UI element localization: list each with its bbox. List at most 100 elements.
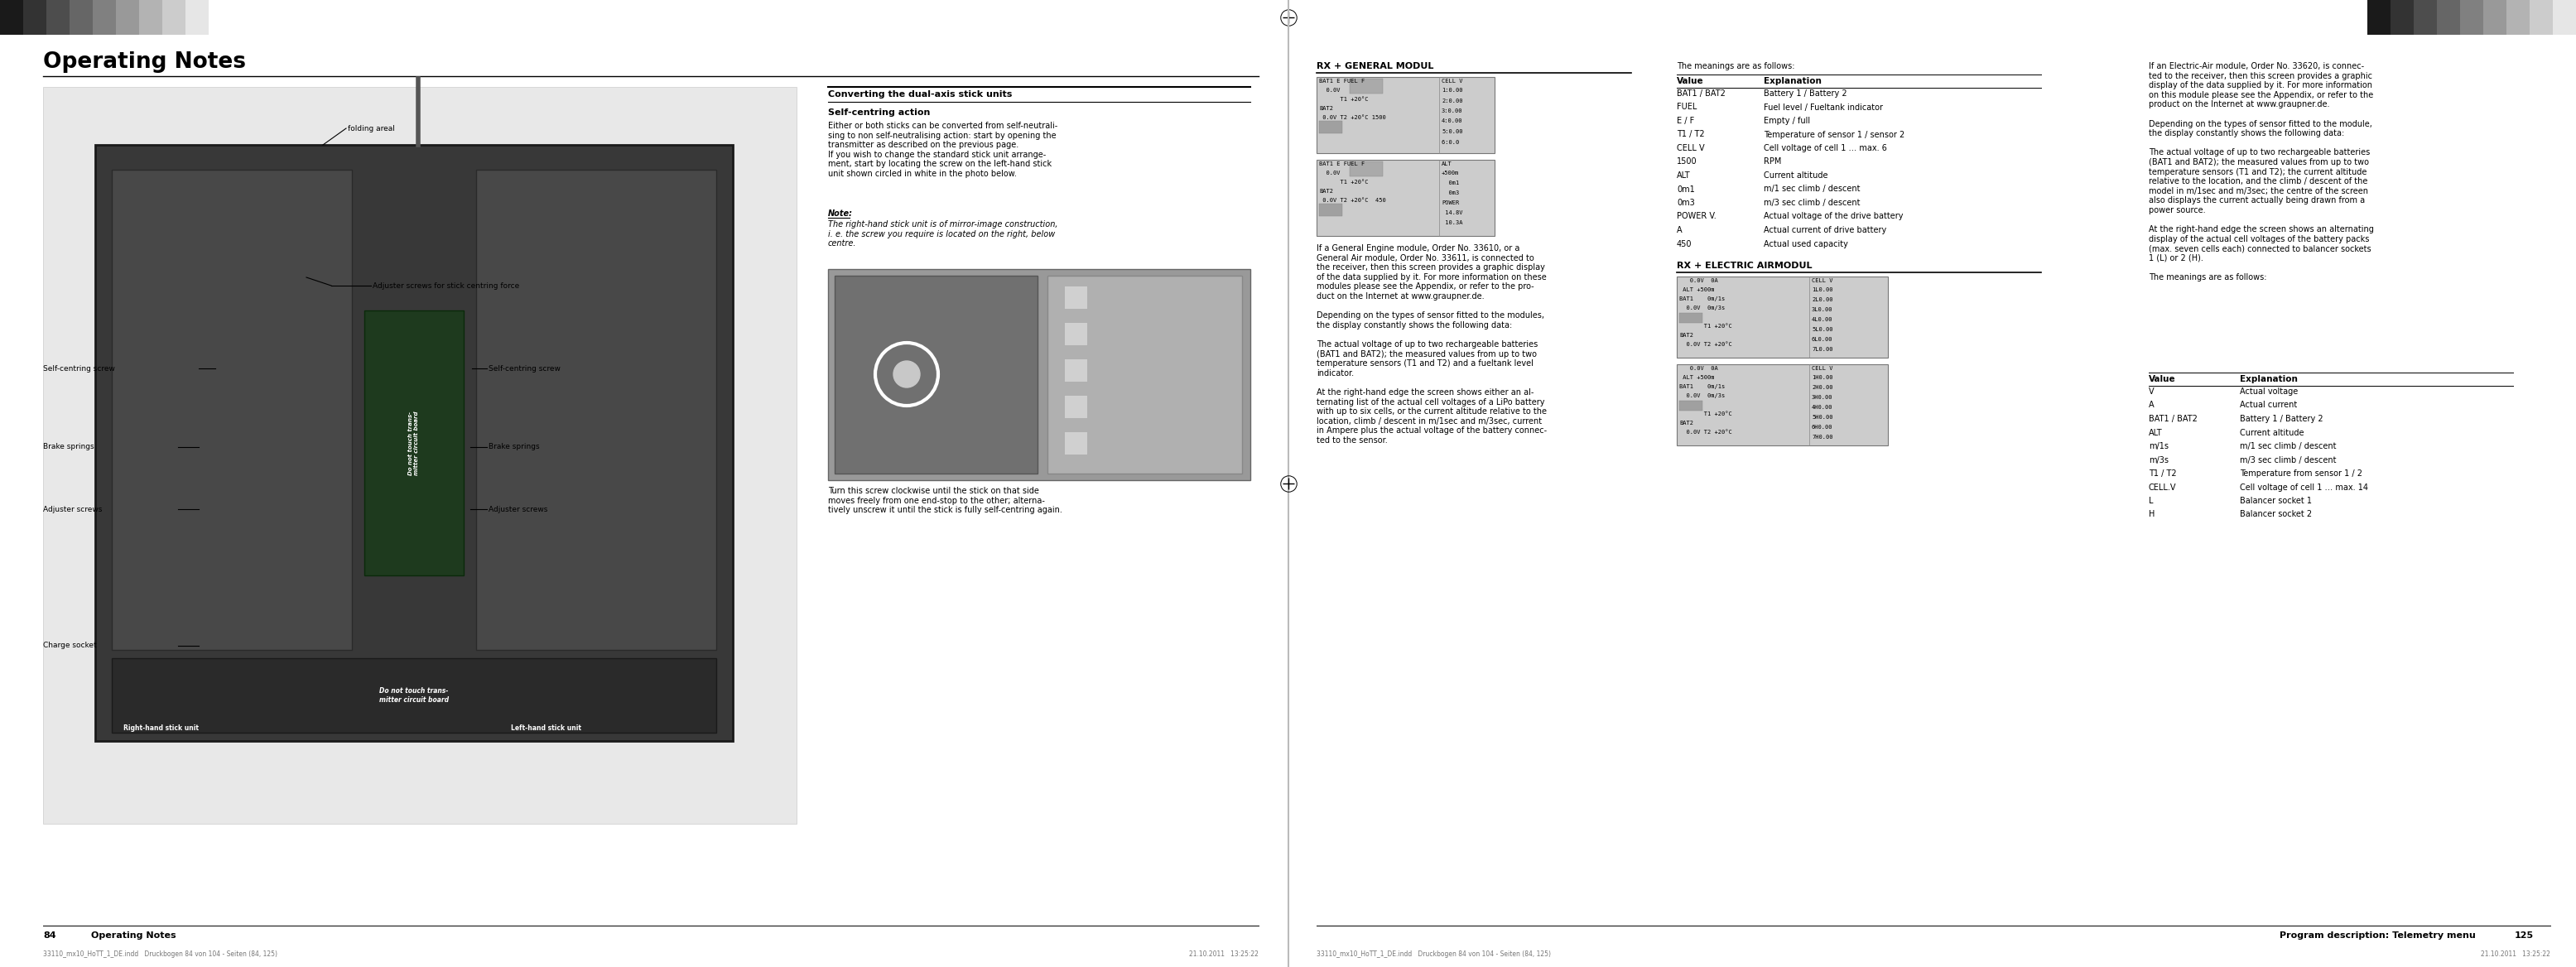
Bar [1064, 285, 1087, 308]
Text: RX + GENERAL MODUL: RX + GENERAL MODUL [1316, 62, 1435, 71]
Text: T1 +20°C: T1 +20°C [1319, 180, 1368, 185]
Text: 84: 84 [44, 931, 57, 940]
Text: 0m3: 0m3 [1677, 198, 1695, 207]
Text: Temperature from sensor 1 / 2: Temperature from sensor 1 / 2 [2239, 469, 2362, 478]
Text: 0.0V T2 +20°C: 0.0V T2 +20°C [1680, 429, 1731, 434]
Bar [111, 659, 716, 733]
Text: Self-centring screw: Self-centring screw [44, 365, 116, 372]
Circle shape [894, 361, 920, 388]
Bar [1350, 78, 1383, 94]
Bar [1048, 276, 1242, 474]
Text: CELL V: CELL V [1811, 366, 1834, 371]
Text: m/1s: m/1s [2148, 442, 2169, 451]
Text: 0m3: 0m3 [1443, 190, 1458, 195]
Bar [162, 0, 185, 35]
Text: Actual current: Actual current [2239, 401, 2298, 409]
Bar [116, 0, 139, 35]
Bar [1677, 277, 1888, 358]
Text: 6:0.0: 6:0.0 [1443, 139, 1463, 144]
Text: E / F: E / F [1677, 117, 1695, 125]
Bar [0, 0, 23, 35]
Text: BAT2: BAT2 [1319, 189, 1334, 193]
Text: POWER V.: POWER V. [1677, 213, 1716, 220]
Text: T1 +20°C: T1 +20°C [1680, 412, 1731, 417]
Text: BAT1 E FUEL F: BAT1 E FUEL F [1319, 78, 1365, 83]
Text: Value: Value [2148, 375, 2177, 383]
Text: CELL V: CELL V [1677, 144, 1705, 153]
Text: BAT1 / BAT2: BAT1 / BAT2 [2148, 415, 2197, 424]
Text: If an Electric-Air module, Order No. 33620, is connec-
ted to the receiver, then: If an Electric-Air module, Order No. 336… [2148, 62, 2375, 281]
Text: 0.0V: 0.0V [1319, 88, 1340, 93]
Text: 2L0.00: 2L0.00 [1811, 297, 1834, 302]
Text: Fuel level / Fueltank indicator: Fuel level / Fueltank indicator [1765, 103, 1883, 111]
Bar [1064, 322, 1087, 345]
Text: BAT1 E FUEL F: BAT1 E FUEL F [1319, 161, 1365, 166]
Text: Actual voltage: Actual voltage [2239, 388, 2298, 396]
Text: Brake springs: Brake springs [489, 443, 538, 451]
Text: 5:0.00: 5:0.00 [1443, 130, 1463, 134]
Text: Self-centring screw: Self-centring screw [489, 365, 562, 372]
Text: BAT2: BAT2 [1319, 106, 1334, 111]
Text: Cell voltage of cell 1 … max. 14: Cell voltage of cell 1 … max. 14 [2239, 484, 2367, 491]
Text: Converting the dual-axis stick units: Converting the dual-axis stick units [827, 90, 1012, 99]
Text: 2H0.00: 2H0.00 [1811, 385, 1834, 390]
Text: 21.10.2011   13:25:22: 21.10.2011 13:25:22 [2481, 951, 2550, 958]
Text: RPM: RPM [1765, 158, 1783, 166]
Text: Do not touch trans-
mitter circuit board: Do not touch trans- mitter circuit board [410, 411, 420, 475]
Text: Do not touch trans-
mitter circuit board: Do not touch trans- mitter circuit board [379, 688, 448, 703]
Text: T1 +20°C: T1 +20°C [1319, 97, 1368, 102]
Text: RX + ELECTRIC AIRMODUL: RX + ELECTRIC AIRMODUL [1677, 262, 1811, 270]
Text: 1H0.00: 1H0.00 [1811, 375, 1834, 380]
Text: 0.0V T2 +20°C 1500: 0.0V T2 +20°C 1500 [1319, 115, 1386, 120]
Bar [70, 0, 93, 35]
Text: The meanings are as follows:: The meanings are as follows: [1677, 62, 1795, 71]
Text: ALT +500m: ALT +500m [1680, 287, 1716, 292]
Text: Actual current of drive battery: Actual current of drive battery [1765, 226, 1886, 234]
Text: 0m1: 0m1 [1677, 185, 1695, 193]
Bar [44, 87, 796, 824]
Bar [111, 170, 353, 650]
Text: Value: Value [1677, 77, 1703, 85]
Bar [1064, 395, 1087, 418]
Text: Balancer socket 2: Balancer socket 2 [2239, 511, 2313, 518]
Text: 5L0.00: 5L0.00 [1811, 327, 1834, 332]
Text: Current altitude: Current altitude [1765, 171, 1829, 180]
Text: 1:0.00: 1:0.00 [1443, 88, 1463, 93]
Text: 0.0V  0A: 0.0V 0A [1680, 366, 1718, 371]
Text: If a General Engine module, Order No. 33610, or a
General Air module, Order No. : If a General Engine module, Order No. 33… [1316, 245, 1546, 445]
Text: 21.10.2011   13:25:22: 21.10.2011 13:25:22 [1190, 951, 1260, 958]
Text: 14.8V: 14.8V [1443, 210, 1463, 216]
Text: Left-hand stick unit: Left-hand stick unit [510, 724, 582, 732]
Bar [2460, 0, 2483, 35]
Bar [835, 276, 1038, 474]
Text: m/1 sec climb / descent: m/1 sec climb / descent [1765, 185, 1860, 193]
Text: 33110_mx10_HoTT_1_DE.indd   Druckbogen 84 von 104 - Seiten (84, 125): 33110_mx10_HoTT_1_DE.indd Druckbogen 84 … [1316, 951, 1551, 958]
Bar [93, 0, 116, 35]
Bar [1350, 161, 1383, 176]
Text: 4L0.00: 4L0.00 [1811, 317, 1834, 322]
Text: BAT2: BAT2 [1680, 421, 1692, 425]
Text: 1L0.00: 1L0.00 [1811, 287, 1834, 292]
Bar [1680, 400, 1703, 411]
Bar [2530, 0, 2553, 35]
Text: T1 / T2: T1 / T2 [1677, 131, 1705, 138]
Bar [1316, 77, 1494, 153]
Text: CELL V: CELL V [1443, 78, 1463, 83]
Text: Actual used capacity: Actual used capacity [1765, 240, 1847, 248]
Bar [827, 269, 1249, 481]
Text: 6H0.00: 6H0.00 [1811, 425, 1834, 429]
Bar [477, 170, 716, 650]
Bar [363, 310, 464, 575]
Text: Operating Notes: Operating Notes [90, 931, 175, 940]
Text: BAT1    0m/1s: BAT1 0m/1s [1680, 384, 1726, 389]
Bar [139, 0, 162, 35]
Text: 33110_mx10_HoTT_1_DE.indd   Druckbogen 84 von 104 - Seiten (84, 125): 33110_mx10_HoTT_1_DE.indd Druckbogen 84 … [44, 951, 278, 958]
Text: POWER: POWER [1443, 200, 1458, 205]
Text: Either or both sticks can be converted from self-neutrali-
sing to non self-neut: Either or both sticks can be converted f… [827, 122, 1059, 178]
Text: T1 +20°C: T1 +20°C [1680, 324, 1731, 329]
Text: A: A [2148, 401, 2154, 409]
Bar [1064, 431, 1087, 454]
Bar [1680, 313, 1703, 323]
Text: 3:0.00: 3:0.00 [1443, 108, 1463, 113]
Text: V: V [2148, 388, 2154, 396]
